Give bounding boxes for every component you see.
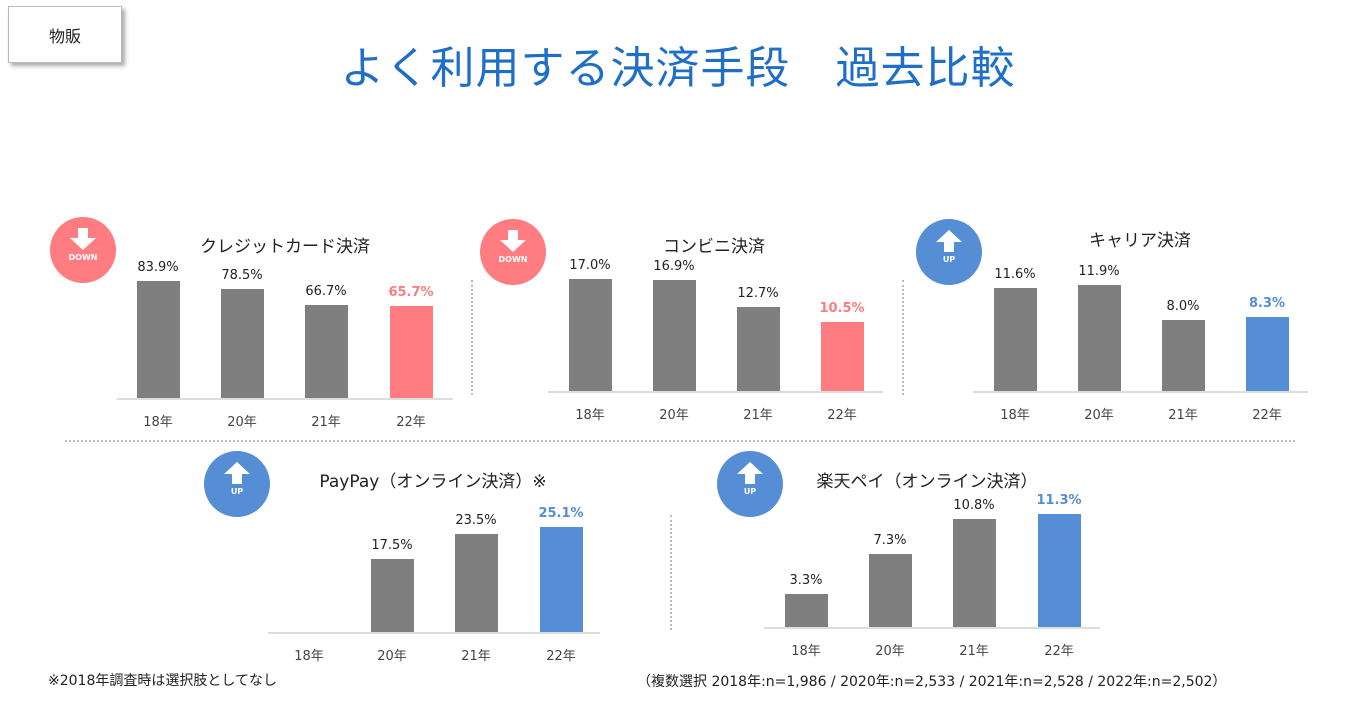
bar: [371, 558, 414, 632]
data-label: 3.3%: [789, 573, 823, 588]
data-label: 16.9%: [653, 258, 695, 274]
bar: [994, 287, 1037, 391]
footnote: ※2018年調査時は選択肢としてなし: [48, 673, 277, 689]
arrow-down-icon: [70, 228, 96, 250]
category-label: 22年: [546, 649, 576, 664]
chart-title: PayPay（オンライン決済）※: [319, 472, 547, 492]
category-label: 20年: [659, 408, 689, 423]
divider: [65, 440, 1295, 442]
data-label: 17.0%: [569, 258, 611, 273]
bar: [540, 527, 583, 632]
data-label: 7.3%: [873, 533, 907, 548]
x-axis: [268, 632, 600, 634]
category-label: 18年: [143, 415, 173, 430]
trend-up-badge: UP: [916, 219, 982, 285]
trend-label: DOWN: [68, 253, 98, 262]
bar: [653, 279, 696, 391]
trend-down-badge: DOWN: [50, 217, 116, 283]
bar: [1078, 285, 1121, 391]
trend-up-badge: UP: [717, 451, 783, 517]
x-axis: [973, 391, 1308, 393]
data-label: 8.3%: [1248, 296, 1286, 312]
category-label: 20年: [875, 644, 905, 659]
data-label: 11.9%: [1078, 264, 1120, 279]
category-label: 18年: [791, 644, 821, 659]
arrow-down-icon: [500, 230, 526, 252]
data-label: 65.7%: [388, 285, 434, 301]
divider: [902, 280, 904, 395]
x-axis: [117, 398, 453, 400]
data-label: 11.6%: [994, 266, 1036, 282]
category-label: 21年: [311, 415, 341, 430]
category-label: 21年: [461, 649, 491, 664]
arrow-up-icon: [224, 462, 250, 484]
bar: [869, 554, 912, 627]
category-label: 20年: [227, 415, 257, 430]
chart-title: キャリア決済: [1089, 231, 1191, 251]
trend-label: DOWN: [498, 255, 528, 264]
category-label: 22年: [1044, 644, 1074, 659]
sample-note: （複数選択 2018年:n=1,986 / 2020年:n=2,533 / 20…: [637, 674, 1227, 690]
bar: [569, 279, 612, 391]
bar: [737, 307, 780, 391]
page-title: よく利用する決済手段 過去比較: [340, 43, 1016, 94]
bar: [305, 304, 348, 398]
category-label: 21年: [743, 408, 773, 423]
category-label: 22年: [396, 415, 426, 430]
category-label: 22年: [827, 408, 857, 423]
category-label: 18年: [575, 408, 605, 423]
bar: [390, 306, 433, 398]
data-label: 10.5%: [819, 300, 865, 316]
category-label: 21年: [1168, 408, 1198, 423]
bar: [1162, 319, 1205, 391]
category-label: 20年: [377, 649, 407, 664]
chart-title: コンビニ決済: [663, 237, 765, 257]
arrow-up-icon: [936, 230, 962, 252]
chart-title: 楽天ペイ（オンライン決済）: [816, 472, 1038, 492]
divider: [670, 515, 672, 630]
trend-label: UP: [230, 487, 244, 496]
data-label: 78.5%: [221, 267, 263, 283]
category-label: 21年: [959, 644, 989, 659]
data-label: 66.7%: [305, 283, 347, 299]
data-label: 25.1%: [538, 506, 584, 521]
divider: [471, 280, 473, 395]
data-label: 11.3%: [1036, 493, 1082, 508]
category-label: 22年: [1252, 408, 1282, 423]
chart-title: クレジットカード決済: [200, 237, 370, 257]
bar: [455, 533, 498, 632]
trend-label: UP: [743, 487, 757, 496]
bar: [137, 281, 180, 398]
data-label: 12.7%: [737, 286, 779, 302]
data-label: 17.5%: [371, 537, 413, 553]
trend-down-badge: DOWN: [480, 219, 546, 285]
data-label: 23.5%: [455, 512, 497, 528]
bar: [953, 519, 996, 627]
x-axis: [764, 627, 1100, 629]
category-label: 18年: [1000, 408, 1030, 423]
bar: [785, 594, 828, 627]
trend-up-badge: UP: [204, 451, 270, 517]
bar: [821, 321, 864, 391]
data-label: 10.8%: [953, 498, 995, 513]
category-label: 20年: [1084, 408, 1114, 423]
x-axis: [548, 391, 883, 393]
bar: [221, 288, 264, 398]
trend-label: UP: [942, 255, 956, 264]
bar: [1246, 317, 1289, 391]
bar: [1038, 514, 1081, 627]
data-label: 8.0%: [1166, 298, 1200, 314]
data-label: 83.9%: [137, 260, 179, 275]
category-badge: 物販: [8, 6, 122, 63]
arrow-up-icon: [737, 462, 763, 484]
category-label: 18年: [294, 649, 324, 664]
